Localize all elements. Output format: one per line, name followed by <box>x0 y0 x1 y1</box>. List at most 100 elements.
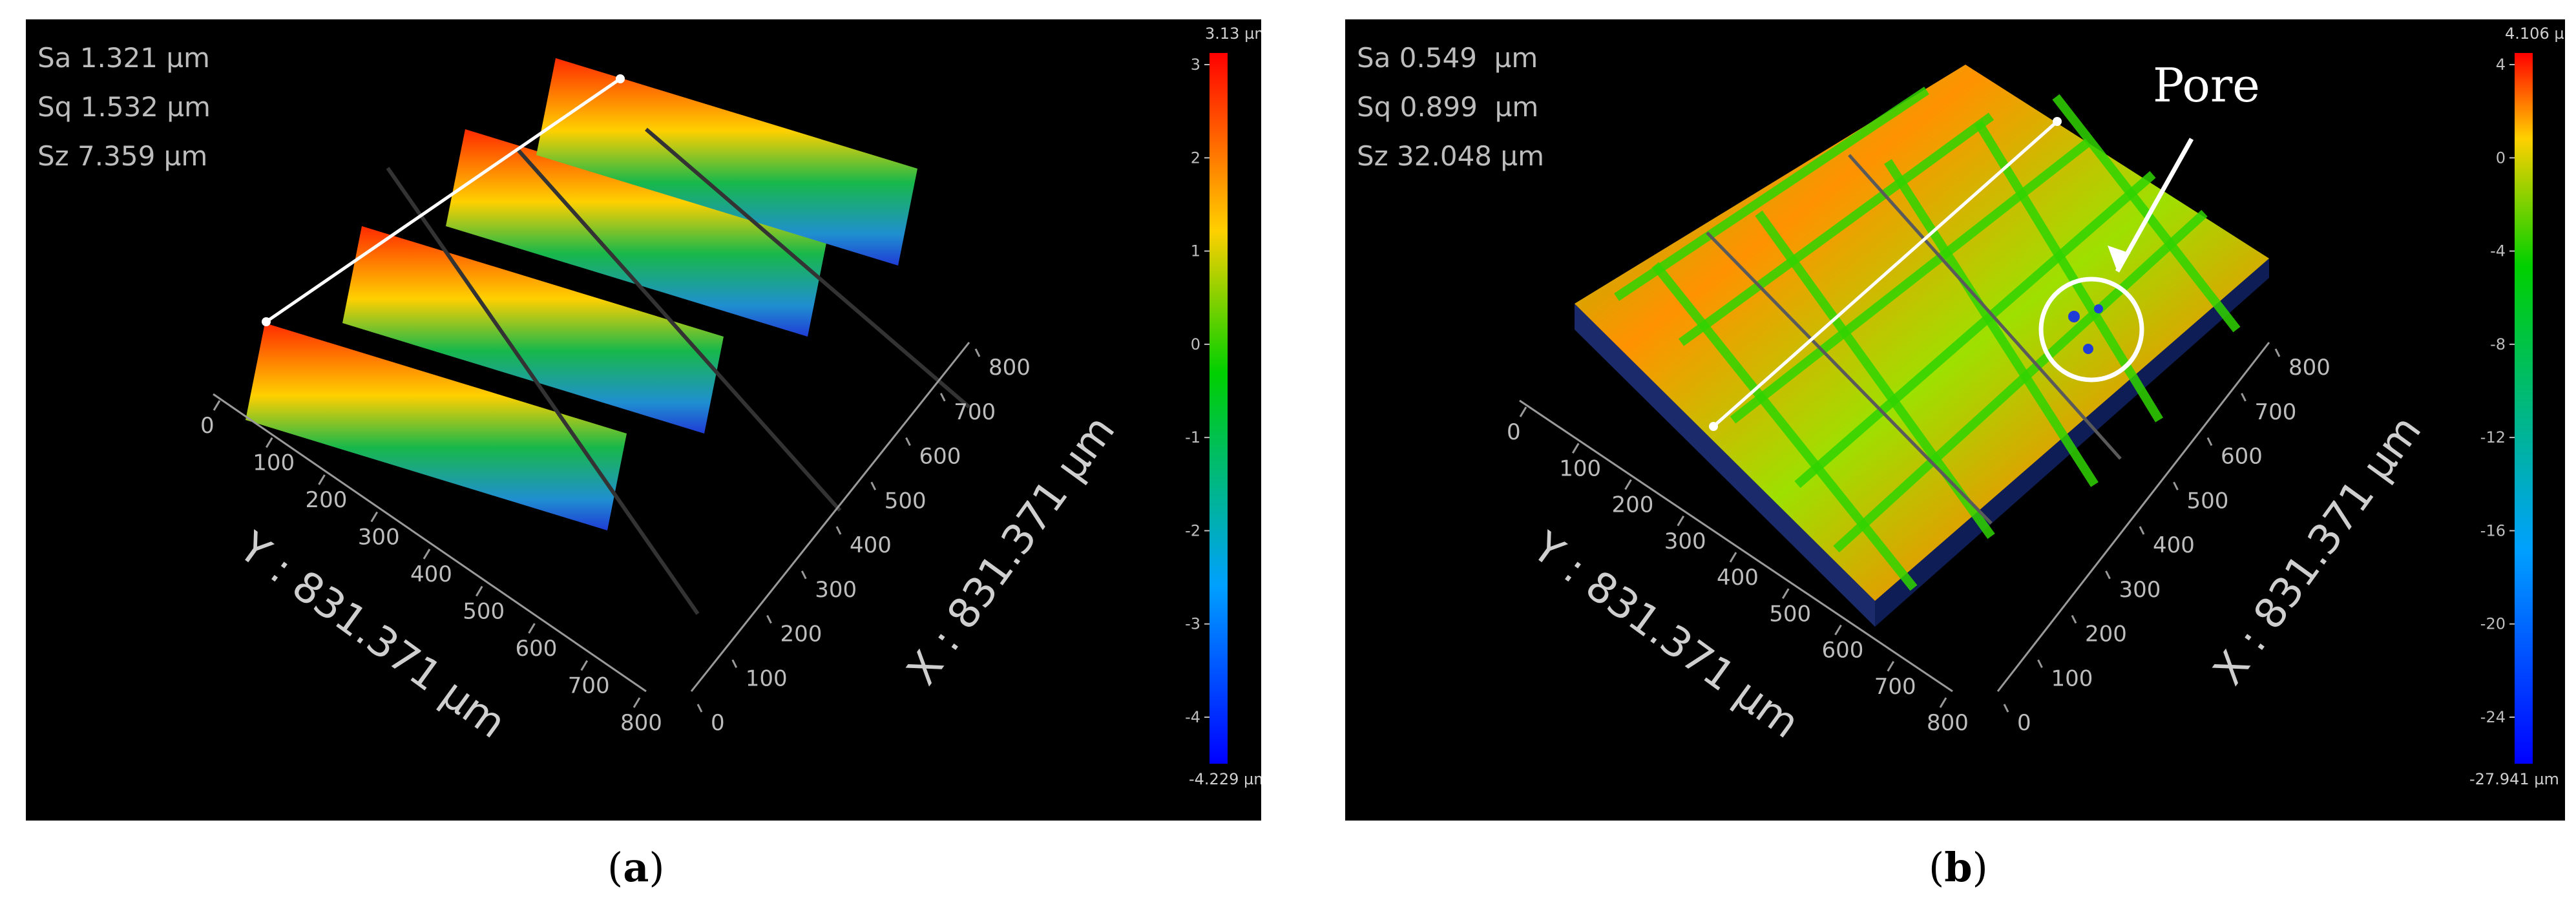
x-tick-label-300: 300 <box>2119 577 2161 603</box>
measurement-end-point <box>616 74 625 83</box>
y-tick-label-200: 200 <box>1612 492 1654 518</box>
grid-line-1 <box>386 167 700 615</box>
colorbar-tick-label--8: -8 <box>2490 335 2506 353</box>
measurement-line <box>265 77 622 324</box>
surface-plot-b: 0 100 200 300 400 500 600 700 800 0 100 200 300 400 5… <box>1507 53 2533 764</box>
x-tick-label-700: 700 <box>954 399 996 425</box>
colorbar-tick-label--20: -20 <box>2480 615 2506 633</box>
x-tick-100 <box>731 659 738 668</box>
stat-sq: Sq 0.899 µm <box>1357 91 1539 123</box>
x-tick-label-0: 0 <box>2017 710 2031 736</box>
measurement-start-point <box>1709 422 1718 431</box>
colorbar-a: 3 2 1 0 -1 -2 -3 -4 <box>1185 53 1228 764</box>
x-tick-label-600: 600 <box>2221 444 2263 470</box>
colorbar-tick-label--12: -12 <box>2480 428 2506 446</box>
ridge-band-1 <box>246 323 627 530</box>
y-tick-label-800: 800 <box>1927 710 1969 736</box>
scratch-6 <box>1651 262 1918 591</box>
panel-a-surface-3d: 0 100 200 300 400 500 600 700 800 0 100 200 300 400 5… <box>26 19 1261 821</box>
y-tick-500 <box>1781 588 1790 600</box>
y-tick-label-700: 700 <box>568 673 610 699</box>
x-tick-600 <box>905 437 911 446</box>
y-tick-500 <box>475 585 483 597</box>
stat-sa: Sa 1.321 µm <box>37 42 210 74</box>
x-tick-300 <box>801 571 807 580</box>
x-tick-label-700: 700 <box>2255 399 2297 425</box>
colorbar-tick-label--3: -3 <box>1185 615 1200 633</box>
x-tick-200 <box>766 614 772 624</box>
y-tick-label-100: 100 <box>1559 456 1601 481</box>
scratch-9 <box>1974 120 2163 423</box>
x-tick-100 <box>2037 659 2043 668</box>
x-tick-label-500: 500 <box>885 488 927 514</box>
colorbar-tick-label--2: -2 <box>1185 521 1200 539</box>
x-axis: 0 100 200 300 400 500 600 700 800 <box>690 342 1031 736</box>
surface-b <box>1575 65 2269 627</box>
stat-sz: Sz 32.048 µm <box>1357 140 1545 172</box>
y-tick-label-0: 0 <box>1507 419 1521 445</box>
scratch-2 <box>1678 112 1995 346</box>
x-tick-label-100: 100 <box>2051 665 2093 691</box>
y-tick-700 <box>1887 660 1895 672</box>
colorbar-max-label: 4.106 µm <box>2505 25 2565 43</box>
surface-plot-a: 0 100 200 300 400 500 600 700 800 0 100 200 300 400 5… <box>200 53 1228 764</box>
y-tick-300 <box>1677 515 1685 527</box>
scratch-5 <box>1833 209 2208 553</box>
grid-line-2 <box>515 147 842 512</box>
scratch-lines <box>1614 87 2241 591</box>
y-tick-label-500: 500 <box>1769 601 1811 627</box>
scratch-8 <box>1884 159 2099 487</box>
y-tick-label-100: 100 <box>253 450 295 476</box>
colorbar-tick-label--16: -16 <box>2480 521 2506 539</box>
x-tick-label-400: 400 <box>850 532 892 558</box>
surface-side-left <box>1575 304 1875 627</box>
y-tick-800 <box>1939 697 1947 708</box>
colorbar-tick-label-1: 1 <box>1191 242 1200 260</box>
y-tick-400 <box>1729 552 1737 563</box>
surface-top <box>1575 65 2269 601</box>
measurement-end-point <box>2053 117 2062 126</box>
colorbar-tick-label-2: 2 <box>1191 149 1200 167</box>
panel-b-surface-3d: 0 100 200 300 400 500 600 700 800 0 100 200 300 400 5… <box>1345 19 2565 821</box>
y-tick-label-0: 0 <box>200 413 215 439</box>
x-tick-label-300: 300 <box>815 577 857 603</box>
colorbar-tick-label--4: -4 <box>2490 242 2506 260</box>
x-tick-label-200: 200 <box>780 622 822 647</box>
stat-sz: Sz 7.359 µm <box>37 140 208 172</box>
y-tick-label-300: 300 <box>358 525 400 550</box>
x-tick-600 <box>2206 437 2213 446</box>
colorbar-tick-label-4: 4 <box>2496 56 2506 74</box>
measurement-start-point <box>262 317 271 326</box>
x-tick-label-800: 800 <box>989 355 1031 381</box>
scratch-4 <box>1794 171 2156 488</box>
x-tick-300 <box>2105 571 2111 580</box>
pore-arrow <box>2115 138 2194 273</box>
x-tick-0 <box>696 704 703 713</box>
x-tick-800 <box>2274 348 2281 357</box>
measurement-line <box>1712 120 2058 428</box>
y-axis: 0 100 200 300 400 500 600 700 800 <box>1507 399 1969 736</box>
ridge-bands <box>246 58 970 615</box>
x-tick-200 <box>2071 614 2077 624</box>
y-tick-100 <box>265 437 273 448</box>
pore-arrow-head <box>2108 246 2130 271</box>
x-tick-0 <box>2003 704 2009 713</box>
y-tick-200 <box>318 474 326 485</box>
roughness-stats-b: Sa 0.549 µm Sq 0.899 µm Sz 32.048 µm <box>1357 34 1544 181</box>
colorbar-tick-label--1: -1 <box>1185 428 1200 446</box>
colorbar-tick-label-0: 0 <box>2496 149 2506 167</box>
y-tick-200 <box>1624 479 1632 490</box>
scratch-1 <box>1614 87 1929 301</box>
y-tick-label-400: 400 <box>1717 565 1759 591</box>
x-tick-label-100: 100 <box>746 665 788 691</box>
y-tick-300 <box>370 511 379 523</box>
x-tick-label-600: 600 <box>919 444 961 470</box>
caption-letter-a: a <box>623 844 649 891</box>
y-tick-400 <box>423 549 431 560</box>
colorbar-tick-label--4: -4 <box>1185 708 1200 726</box>
y-tick-label-600: 600 <box>1822 638 1864 664</box>
y-tick-label-200: 200 <box>306 487 348 513</box>
grid-line-1 <box>1706 231 1993 525</box>
y-tick-100 <box>1571 443 1580 454</box>
y-tick-label-600: 600 <box>516 636 558 662</box>
